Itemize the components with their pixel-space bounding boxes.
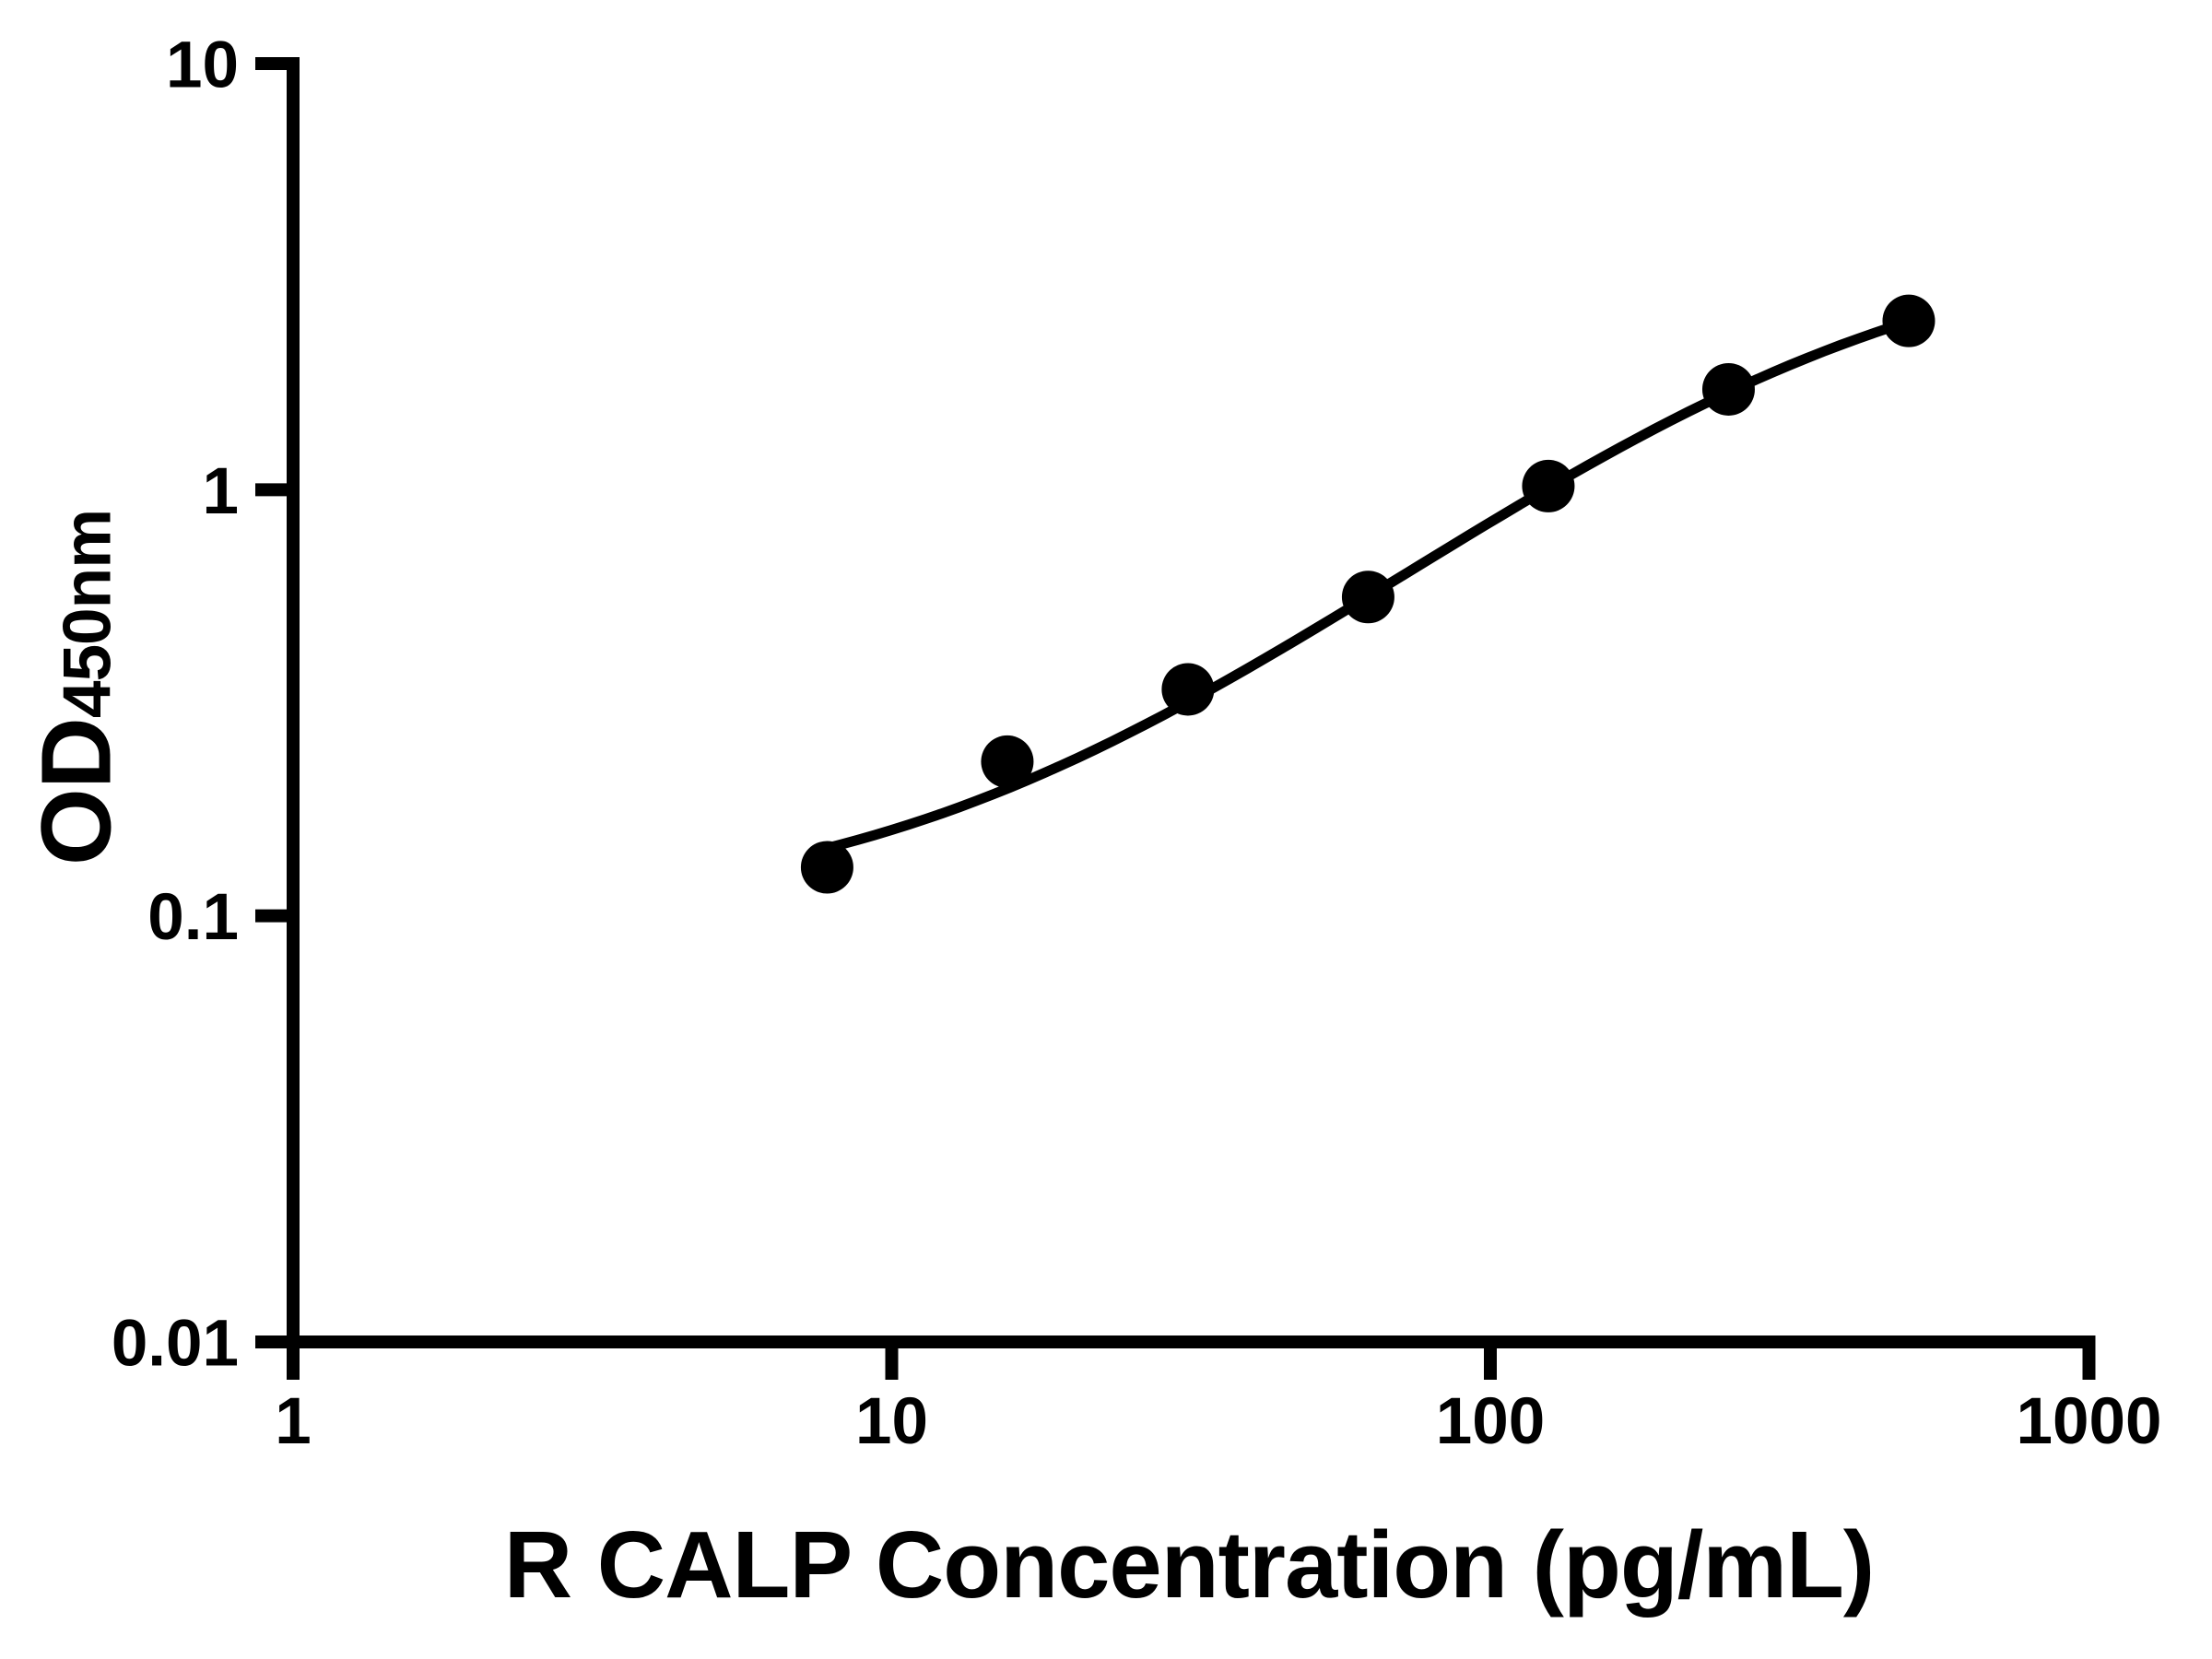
x-tick-label: 1 <box>275 1385 312 1458</box>
x-tick-label: 10 <box>855 1385 928 1458</box>
data-point <box>1882 294 1936 347</box>
data-point <box>1701 362 1755 416</box>
y-axis-title-subscript: 450nm <box>50 509 125 719</box>
data-point <box>1522 459 1575 512</box>
x-axis-title: R CALP Concentration (pg/mL) <box>503 1512 1875 1618</box>
y-axis-title: OD450nm <box>18 510 134 865</box>
data-point <box>1341 571 1394 624</box>
y-axis-title-main: OD <box>19 718 132 866</box>
data-point <box>981 735 1034 788</box>
data-point <box>800 841 853 894</box>
x-tick-label: 1000 <box>2017 1385 2162 1458</box>
y-tick-label: 10 <box>166 29 239 102</box>
y-tick-label: 0.1 <box>147 881 239 954</box>
x-tick-label: 100 <box>1436 1385 1545 1458</box>
y-tick-label: 1 <box>203 455 240 528</box>
y-tick-label: 0.01 <box>112 1308 239 1381</box>
data-point <box>1161 663 1215 716</box>
